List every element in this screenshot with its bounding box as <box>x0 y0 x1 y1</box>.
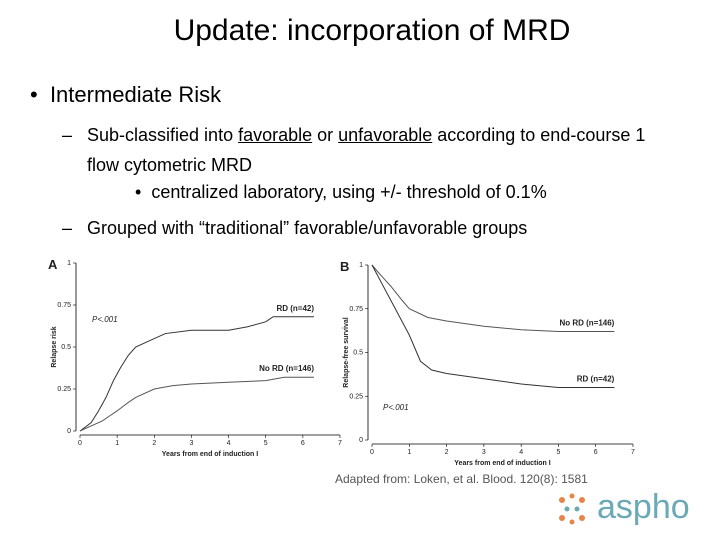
x-tick-label: 1 <box>115 440 119 447</box>
x-tick-label: 4 <box>227 440 231 447</box>
text: or <box>312 125 339 145</box>
x-tick-label: 0 <box>370 449 374 456</box>
underlined-text: unfavorable <box>338 125 433 145</box>
sub-bullet: Sub-classified into favorable or unfavor… <box>87 120 647 180</box>
x-tick-label: 2 <box>445 449 449 456</box>
y-tick-label: 0.75 <box>349 306 363 313</box>
logo-icon <box>559 493 585 525</box>
x-tick-label: 6 <box>594 449 598 456</box>
x-tick-label: 7 <box>338 440 342 447</box>
x-axis-label: Years from end of induction I <box>454 460 551 467</box>
citation: Adapted from: Loken, et al. Blood. 120(8… <box>335 472 588 486</box>
y-tick-label: 0 <box>359 437 363 444</box>
bullet-dot: • <box>30 82 50 107</box>
y-tick-label: 0.5 <box>353 350 363 357</box>
x-tick-label: 6 <box>301 440 305 447</box>
detail-bullet: • centralized laboratory, using +/- thre… <box>135 182 547 203</box>
y-tick-label: 1 <box>67 260 71 267</box>
x-tick-label: 2 <box>152 440 156 447</box>
x-tick-label: 4 <box>519 449 523 456</box>
chart: 0 0.25 0.5 0.75 1 0 1 2 3 4 5 6 7 Years from end of i… <box>48 257 342 458</box>
detail-text: centralized laboratory, using +/- thresh… <box>151 182 547 202</box>
y-tick-label: 0 <box>67 428 71 435</box>
logo: aspho <box>597 488 690 526</box>
bullet-dot: • <box>135 182 152 202</box>
series-label: No RD (n=146) <box>259 364 314 373</box>
x-tick-label: 1 <box>407 449 411 456</box>
slide-title: Update: incorporation of MRD <box>173 14 571 47</box>
x-tick-label: 7 <box>631 449 635 456</box>
panel-label: A <box>48 257 58 272</box>
underlined-text: favorable <box>238 125 313 145</box>
series-label: RD (n=42) <box>577 375 615 384</box>
y-tick-label: 1 <box>359 262 363 269</box>
x-tick-label: 3 <box>482 449 486 456</box>
y-axis-label: Relapse risk <box>51 326 58 367</box>
series-line <box>79 376 314 432</box>
dash: – <box>62 218 73 238</box>
x-tick-label: 5 <box>556 449 560 456</box>
y-tick-label: 0.5 <box>61 344 71 351</box>
x-tick-label: 0 <box>78 440 82 447</box>
bullet: • Intermediate Risk <box>30 82 221 108</box>
y-axis-label: Relapse-free survival <box>343 317 350 387</box>
annotation: P<.001 <box>92 315 118 324</box>
y-tick-label: 0.25 <box>349 393 363 400</box>
text: according to end-course 1 flow cytometri… <box>87 125 646 175</box>
series-line <box>371 264 615 332</box>
x-axis-label: Years from end of induction I <box>162 451 259 458</box>
series-line <box>79 316 314 432</box>
series-label: No RD (n=146) <box>559 319 614 328</box>
sub-bullet: Grouped with “traditional” favorable/unf… <box>87 218 528 238</box>
series-line <box>371 264 615 388</box>
annotation: P<.001 <box>383 403 409 412</box>
y-tick-label: 0.25 <box>57 386 71 393</box>
x-tick-label: 3 <box>189 440 193 447</box>
bullet-text: Intermediate Risk <box>49 82 222 107</box>
dash: – <box>62 125 73 145</box>
y-tick-label: 0.75 <box>57 302 71 309</box>
x-tick-label: 5 <box>264 440 268 447</box>
chart: 0 0.25 0.5 0.75 1 0 1 2 3 4 5 6 7 Years from end of i… <box>340 259 635 467</box>
panel-label: B <box>340 259 349 274</box>
series-label: RD (n=42) <box>276 304 314 313</box>
text: Sub-classified into <box>87 125 239 145</box>
